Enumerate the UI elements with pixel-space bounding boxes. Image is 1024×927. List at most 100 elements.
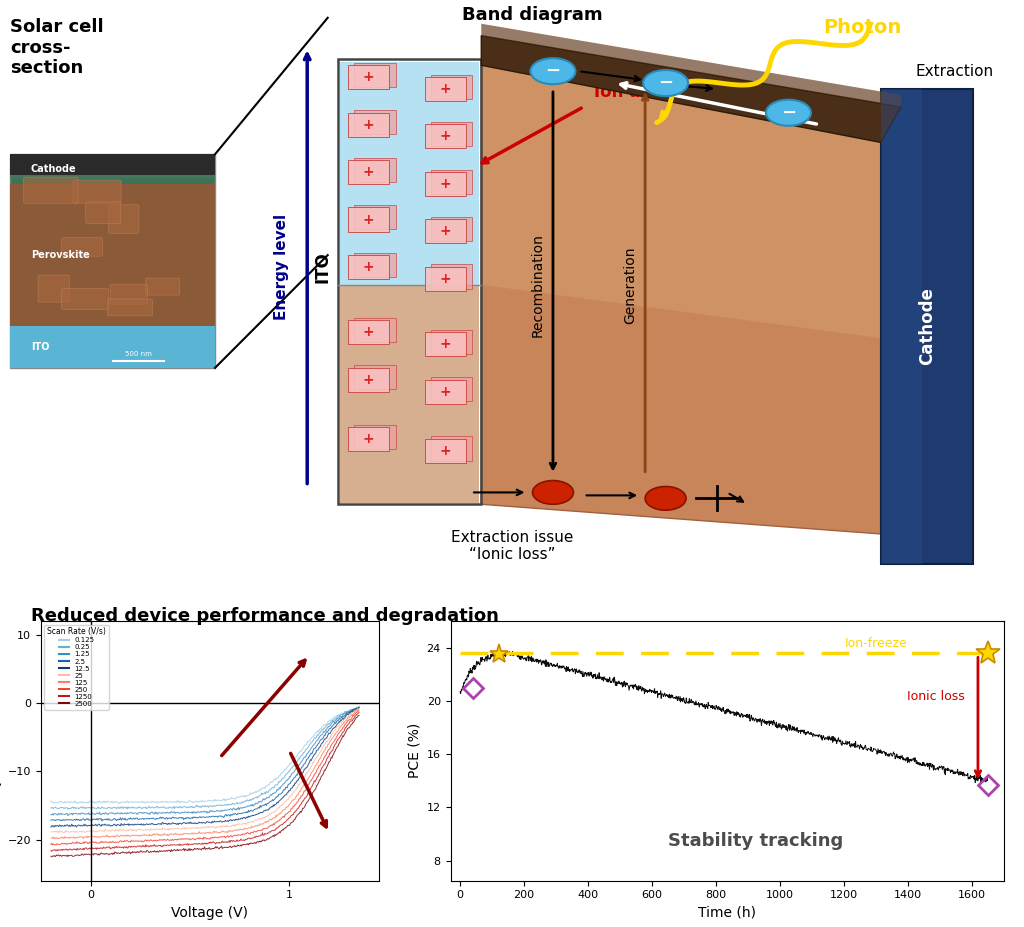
FancyBboxPatch shape bbox=[425, 77, 466, 101]
Text: +: + bbox=[362, 118, 375, 132]
FancyBboxPatch shape bbox=[38, 275, 70, 302]
FancyBboxPatch shape bbox=[425, 379, 466, 403]
FancyBboxPatch shape bbox=[73, 180, 121, 203]
FancyBboxPatch shape bbox=[24, 177, 78, 203]
Text: Extraction: Extraction bbox=[915, 64, 993, 79]
Text: +: + bbox=[362, 432, 375, 446]
FancyBboxPatch shape bbox=[340, 62, 479, 285]
X-axis label: Time (h): Time (h) bbox=[698, 906, 756, 920]
Text: Cathode: Cathode bbox=[918, 287, 936, 365]
FancyBboxPatch shape bbox=[61, 288, 109, 310]
Text: Generation: Generation bbox=[623, 246, 637, 324]
Text: Energy level: Energy level bbox=[274, 214, 289, 320]
FancyBboxPatch shape bbox=[431, 437, 472, 461]
Text: +: + bbox=[362, 373, 375, 387]
Text: +: + bbox=[439, 337, 452, 351]
Text: +: + bbox=[362, 325, 375, 339]
FancyBboxPatch shape bbox=[145, 278, 180, 295]
Text: Recombination: Recombination bbox=[530, 233, 545, 337]
Text: Stability tracking: Stability tracking bbox=[668, 832, 843, 850]
FancyBboxPatch shape bbox=[881, 89, 973, 564]
Text: Ion-freeze: Ion-freeze bbox=[845, 637, 907, 650]
FancyBboxPatch shape bbox=[354, 252, 395, 276]
FancyBboxPatch shape bbox=[109, 205, 139, 234]
FancyBboxPatch shape bbox=[425, 124, 466, 148]
Text: +: + bbox=[362, 212, 375, 226]
Text: −: − bbox=[781, 104, 796, 121]
Legend: 0.125, 0.25, 1.25, 2.5, 12.5, 25, 125, 250, 1250, 2500: 0.125, 0.25, 1.25, 2.5, 12.5, 25, 125, 2… bbox=[44, 625, 109, 709]
Text: Cathode: Cathode bbox=[31, 164, 77, 174]
Text: +: + bbox=[439, 82, 452, 96]
FancyBboxPatch shape bbox=[10, 175, 215, 184]
Text: +: + bbox=[362, 260, 375, 274]
FancyBboxPatch shape bbox=[10, 154, 215, 178]
FancyBboxPatch shape bbox=[10, 154, 215, 368]
FancyBboxPatch shape bbox=[348, 208, 389, 232]
FancyBboxPatch shape bbox=[348, 255, 389, 279]
FancyBboxPatch shape bbox=[431, 217, 472, 241]
Text: +: + bbox=[439, 177, 452, 191]
FancyBboxPatch shape bbox=[431, 170, 472, 194]
Circle shape bbox=[645, 487, 686, 510]
Polygon shape bbox=[481, 65, 881, 338]
Text: +: + bbox=[439, 272, 452, 286]
FancyBboxPatch shape bbox=[425, 171, 466, 196]
Text: Extraction issue
“Ionic loss”: Extraction issue “Ionic loss” bbox=[451, 529, 573, 562]
FancyBboxPatch shape bbox=[354, 365, 395, 389]
Text: ITO: ITO bbox=[31, 342, 49, 352]
Y-axis label: PCE (%): PCE (%) bbox=[407, 723, 421, 779]
FancyBboxPatch shape bbox=[354, 158, 395, 182]
FancyBboxPatch shape bbox=[425, 267, 466, 291]
FancyBboxPatch shape bbox=[881, 89, 922, 564]
Circle shape bbox=[530, 58, 575, 84]
Text: +: + bbox=[439, 130, 452, 144]
Text: 500 nm: 500 nm bbox=[125, 351, 152, 357]
FancyBboxPatch shape bbox=[354, 205, 395, 229]
Text: ITO: ITO bbox=[313, 251, 332, 283]
Text: −: − bbox=[546, 62, 560, 81]
FancyBboxPatch shape bbox=[348, 160, 389, 184]
FancyBboxPatch shape bbox=[425, 438, 466, 463]
FancyBboxPatch shape bbox=[425, 220, 466, 244]
FancyBboxPatch shape bbox=[431, 377, 472, 401]
Text: Reduced device performance and degradation: Reduced device performance and degradati… bbox=[31, 607, 499, 625]
FancyBboxPatch shape bbox=[354, 425, 395, 449]
FancyBboxPatch shape bbox=[431, 122, 472, 146]
Circle shape bbox=[532, 480, 573, 504]
FancyBboxPatch shape bbox=[431, 74, 472, 98]
Text: Solar cell
cross-
section: Solar cell cross- section bbox=[10, 18, 103, 77]
Circle shape bbox=[643, 70, 688, 96]
FancyBboxPatch shape bbox=[86, 202, 121, 223]
Polygon shape bbox=[481, 35, 901, 143]
FancyBboxPatch shape bbox=[61, 237, 102, 256]
Polygon shape bbox=[481, 65, 881, 534]
Text: +: + bbox=[439, 444, 452, 458]
FancyBboxPatch shape bbox=[348, 320, 389, 344]
Text: +: + bbox=[362, 70, 375, 84]
Text: −: − bbox=[658, 74, 673, 92]
Circle shape bbox=[766, 100, 811, 126]
FancyBboxPatch shape bbox=[354, 63, 395, 87]
FancyBboxPatch shape bbox=[354, 110, 395, 134]
Text: Ionic loss: Ionic loss bbox=[907, 691, 966, 704]
FancyBboxPatch shape bbox=[431, 330, 472, 354]
Polygon shape bbox=[481, 24, 901, 107]
FancyBboxPatch shape bbox=[10, 184, 215, 326]
FancyBboxPatch shape bbox=[340, 285, 479, 503]
FancyBboxPatch shape bbox=[431, 264, 472, 288]
X-axis label: Voltage (V): Voltage (V) bbox=[171, 906, 249, 920]
FancyBboxPatch shape bbox=[425, 332, 466, 356]
FancyBboxPatch shape bbox=[354, 318, 395, 342]
Text: +: + bbox=[439, 224, 452, 238]
FancyBboxPatch shape bbox=[111, 285, 147, 304]
Text: Ion accumulation: Ion accumulation bbox=[594, 83, 755, 101]
FancyBboxPatch shape bbox=[348, 65, 389, 89]
Y-axis label: J (mAcm⁻²): J (mAcm⁻²) bbox=[0, 717, 2, 785]
Text: Perovskite: Perovskite bbox=[31, 250, 89, 260]
FancyBboxPatch shape bbox=[10, 326, 215, 368]
Text: Band diagram: Band diagram bbox=[462, 6, 603, 24]
Text: Photon: Photon bbox=[823, 18, 901, 37]
Text: +: + bbox=[439, 385, 452, 399]
FancyBboxPatch shape bbox=[348, 427, 389, 451]
FancyBboxPatch shape bbox=[108, 299, 153, 316]
